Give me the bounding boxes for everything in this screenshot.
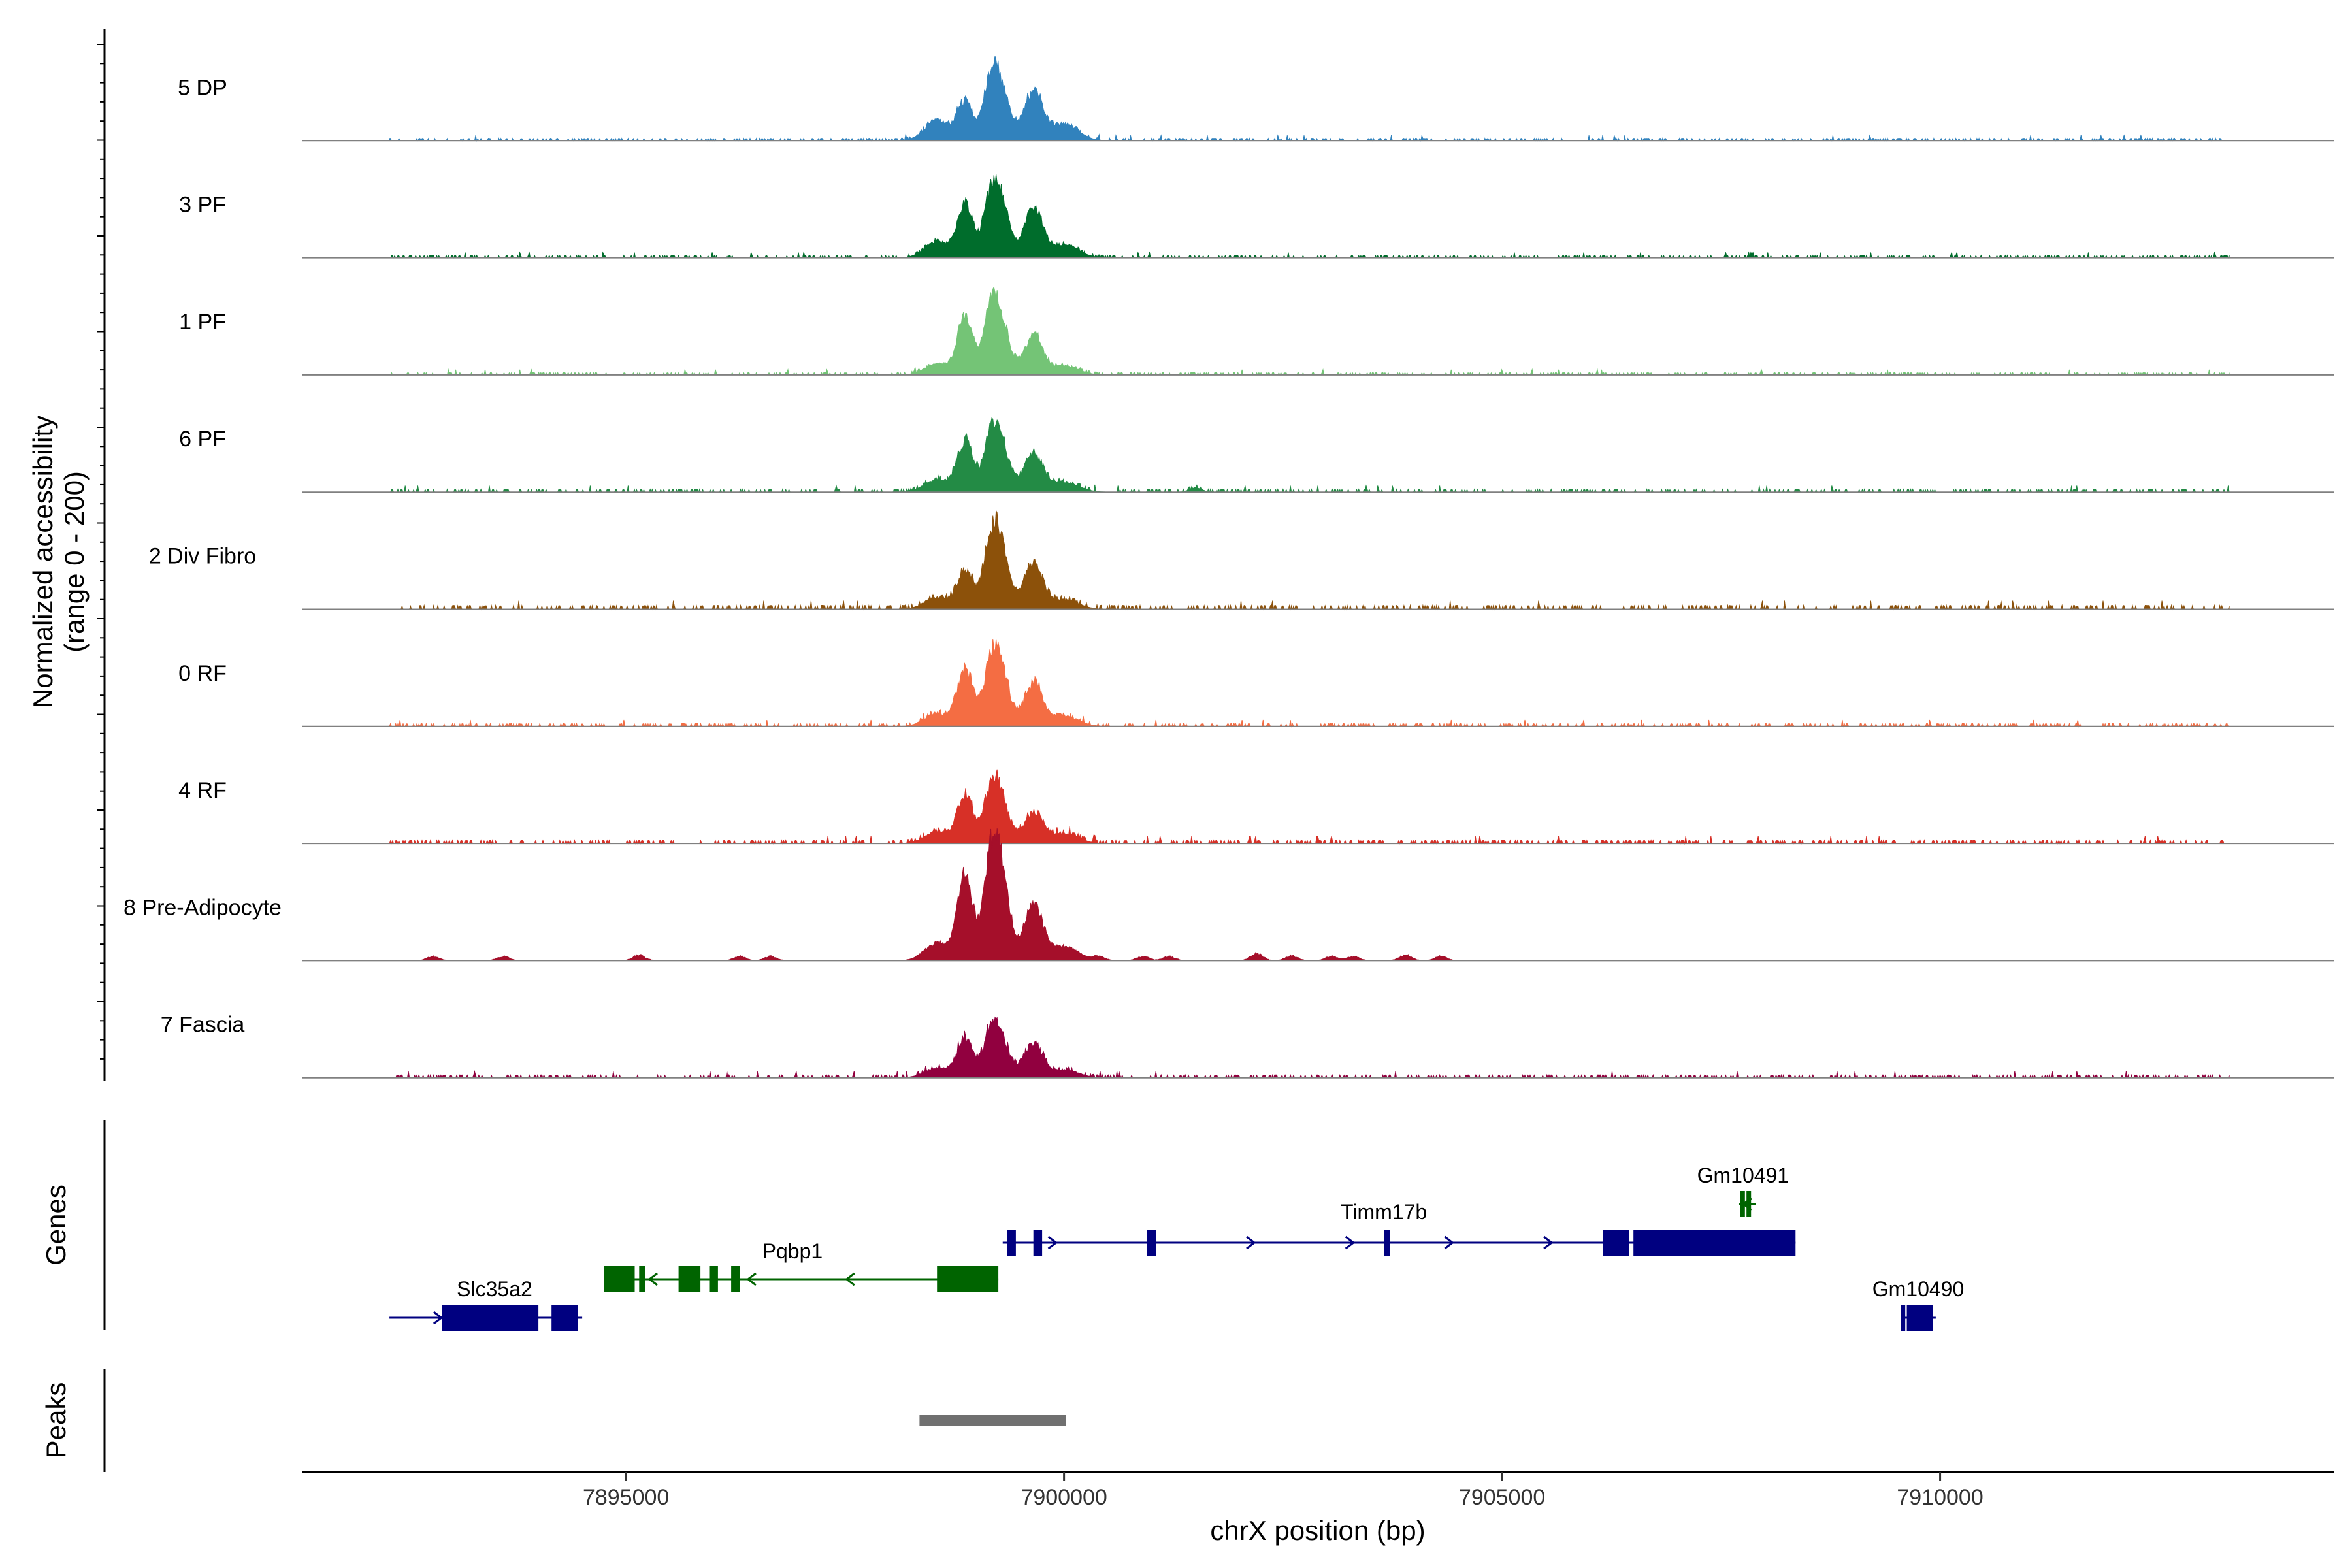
- peak-region: [919, 1415, 1066, 1426]
- peaks-panel-label: Peaks: [41, 1382, 71, 1459]
- track-label: 8 Pre-Adipocyte: [123, 895, 282, 920]
- strand-arrow: [1444, 1235, 1454, 1250]
- track-label: 3 PF: [179, 193, 226, 218]
- track-label: 1 PF: [179, 310, 226, 335]
- strand-arrow: [845, 1272, 855, 1286]
- gene-exon: [1633, 1230, 1796, 1256]
- gene-label: Gm10491: [1697, 1164, 1789, 1187]
- gene-exon: [1603, 1230, 1629, 1256]
- gene-exon: [1740, 1191, 1745, 1217]
- gene-exon: [1384, 1230, 1390, 1256]
- gene-exon: [551, 1305, 578, 1331]
- gene-exon: [1033, 1230, 1043, 1256]
- track-3-pf: 3 PF: [179, 174, 2334, 259]
- gene-exon: [937, 1266, 999, 1292]
- gene-gm10491: Gm10491: [1697, 1164, 1789, 1217]
- track-label: 5 DP: [178, 75, 227, 100]
- y-axis-title: Normalized accessibility: [27, 416, 58, 708]
- gene-exon: [442, 1305, 539, 1331]
- gene-label: Pqbp1: [762, 1239, 823, 1263]
- x-tick-label: 7900000: [1021, 1485, 1107, 1510]
- track-7-fascia: 7 Fascia: [161, 1013, 2334, 1079]
- gene-label: Slc35a2: [457, 1277, 532, 1301]
- track-label: 2 Div Fibro: [149, 544, 256, 569]
- strand-arrow: [1345, 1235, 1356, 1250]
- gene-exon: [1901, 1305, 1906, 1331]
- track-6-pf: 6 PF: [179, 417, 2334, 494]
- strand-arrow: [746, 1272, 757, 1286]
- x-axis-ticks: 7895000 7900000 7905000 7910000: [583, 1472, 1984, 1510]
- track-label: 0 RF: [178, 661, 227, 686]
- gene-timm17b: Timm17b: [1002, 1200, 1796, 1256]
- gene-pqbp1: Pqbp1: [604, 1239, 999, 1292]
- gene-exon: [1906, 1305, 1933, 1331]
- gene-label: Gm10490: [1872, 1277, 1965, 1301]
- gene-slc35a2: Slc35a2: [389, 1277, 583, 1331]
- coverage-tracks: 5 DP 3 PF 1 PF 6 PF 2 Div Fibro 0 RF 4 RF 8 Pre…: [123, 56, 2334, 1079]
- x-tick-label: 7910000: [1897, 1485, 1983, 1510]
- gene-exon: [731, 1266, 740, 1292]
- genes-panel-label: Genes: [41, 1184, 71, 1266]
- strand-arrow: [1543, 1235, 1554, 1250]
- track-2-div-fibro: 2 Div Fibro: [149, 509, 2334, 611]
- strand-arrow: [647, 1272, 658, 1286]
- gene-gm10490: Gm10490: [1872, 1277, 1965, 1331]
- strand-arrow: [1246, 1235, 1256, 1250]
- gene-exon: [1007, 1230, 1016, 1256]
- x-tick-label: 7895000: [583, 1485, 669, 1510]
- coverage-area: [389, 417, 2230, 494]
- x-tick-label: 7905000: [1459, 1485, 1545, 1510]
- gene-exon: [709, 1266, 718, 1292]
- gene-exon: [1147, 1230, 1156, 1256]
- track-label: 4 RF: [178, 778, 227, 803]
- x-axis-title: chrX position (bp): [1210, 1515, 1425, 1546]
- track-8-pre-adipocyte: 8 Pre-Adipocyte: [123, 828, 2334, 962]
- gene-exon: [1746, 1191, 1752, 1217]
- track-5-dp: 5 DP: [178, 56, 2334, 142]
- gene-exon: [604, 1266, 635, 1292]
- track-4-rf: 4 RF: [178, 769, 2334, 845]
- gene-label: Timm17b: [1341, 1200, 1427, 1224]
- strand-arrow: [433, 1311, 444, 1325]
- y-axis-range-label: (range 0 - 200): [59, 471, 90, 653]
- track-label: 6 PF: [179, 427, 226, 451]
- gene-exon: [678, 1266, 701, 1292]
- track-1-pf: 1 PF: [179, 286, 2334, 376]
- peak-annotations: [919, 1415, 1066, 1426]
- coverage-y-axis-ticks: [97, 44, 105, 1060]
- track-0-rf: 0 RF: [178, 639, 2334, 728]
- gene-annotations: Slc35a2 Pqbp1 Timm17b Gm10491 Gm10490: [389, 1164, 1964, 1331]
- gene-exon: [639, 1266, 645, 1292]
- track-label: 7 Fascia: [161, 1013, 245, 1037]
- strand-arrow: [1047, 1235, 1058, 1250]
